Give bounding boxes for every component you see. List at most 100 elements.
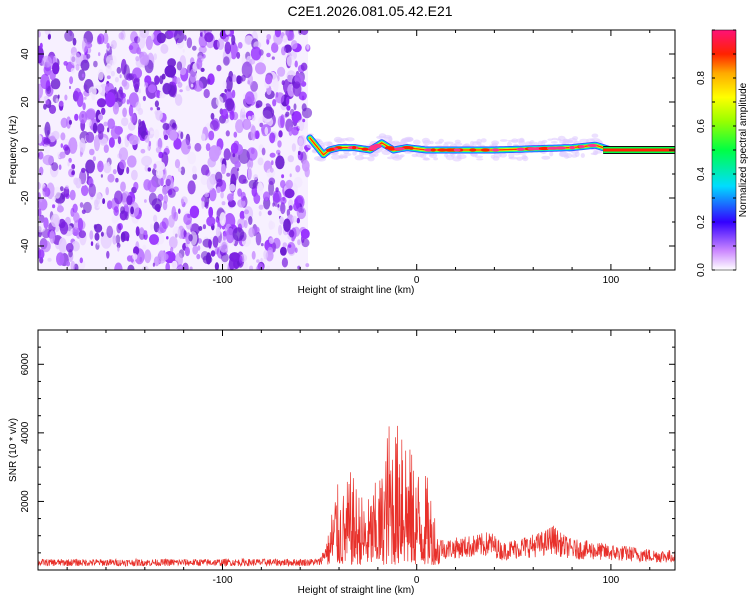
noise-blob xyxy=(248,161,251,168)
noise-blob xyxy=(204,192,210,198)
noise-blob xyxy=(194,142,202,152)
track-halo xyxy=(476,158,484,161)
colorbar: 0.0 0.2 0.4 0.6 0.8 Normalized spectral ampl… xyxy=(696,29,749,277)
noise-blob xyxy=(300,62,308,71)
noise-blob xyxy=(221,93,224,98)
noise-blob xyxy=(51,196,56,202)
noise-blob xyxy=(64,146,71,156)
track-halo xyxy=(550,141,558,144)
noise-blob xyxy=(237,188,243,197)
noise-blob xyxy=(174,94,183,106)
noise-blob xyxy=(288,205,293,211)
noise-blob xyxy=(248,216,253,225)
noise-blob xyxy=(156,32,166,44)
noise-blob xyxy=(45,99,50,105)
noise-blob xyxy=(184,34,187,42)
noise-blob xyxy=(220,191,224,199)
noise-blob xyxy=(187,151,196,165)
noise-blob xyxy=(117,246,120,252)
noise-blob xyxy=(65,185,69,190)
noise-blob xyxy=(49,230,55,244)
noise-blobs xyxy=(38,30,313,270)
noise-blob xyxy=(132,253,138,260)
noise-blob xyxy=(43,137,51,145)
noise-blob xyxy=(103,144,109,154)
noise-blob xyxy=(78,230,87,239)
noise-blob xyxy=(72,37,77,46)
noise-blob xyxy=(139,30,150,39)
noise-blob xyxy=(241,61,253,79)
track-halo xyxy=(345,137,355,142)
noise-blob xyxy=(291,237,295,242)
noise-blob xyxy=(175,77,181,84)
noise-blob xyxy=(244,35,253,46)
track-peak xyxy=(527,147,538,151)
noise-blob xyxy=(190,83,194,88)
noise-blob xyxy=(169,119,176,128)
colorbar-ticks: 0.0 0.2 0.4 0.6 0.8 xyxy=(696,29,736,277)
noise-blob xyxy=(130,113,136,124)
track-halo xyxy=(476,138,482,145)
noise-blob xyxy=(177,167,182,173)
noise-blob xyxy=(268,177,276,185)
noise-blob xyxy=(48,104,57,114)
noise-blob xyxy=(249,265,254,270)
noise-blob xyxy=(222,232,227,242)
noise-blob xyxy=(52,204,56,209)
noise-blob xyxy=(255,62,266,75)
noise-blob xyxy=(198,45,207,54)
noise-blob xyxy=(272,190,282,203)
noise-blob xyxy=(227,199,236,208)
noise-blob xyxy=(106,75,111,80)
noise-blob xyxy=(105,63,112,74)
noise-blob xyxy=(80,59,90,71)
noise-blob xyxy=(163,194,168,204)
noise-blob xyxy=(60,143,63,148)
noise-blob xyxy=(244,209,249,215)
noise-blob xyxy=(77,217,84,232)
noise-blob xyxy=(93,134,101,152)
track-peak xyxy=(578,145,585,149)
noise-blob xyxy=(300,30,309,36)
noise-blob xyxy=(136,47,141,55)
noise-blob xyxy=(66,116,72,129)
noise-blob xyxy=(71,170,76,176)
noise-blob xyxy=(302,118,306,123)
noise-blob xyxy=(262,106,275,119)
noise-blob xyxy=(107,161,110,167)
noise-blob xyxy=(209,120,219,130)
noise-blob xyxy=(85,131,95,143)
noise-blob xyxy=(179,67,187,76)
noise-blob xyxy=(189,266,193,270)
noise-blob xyxy=(59,186,64,192)
x-tick-label: 100 xyxy=(603,575,620,586)
noise-blob xyxy=(48,132,57,143)
colorbar-tick-label: 0.4 xyxy=(696,167,707,181)
noise-blob xyxy=(221,201,226,206)
noise-blob xyxy=(101,107,106,116)
noise-blob xyxy=(284,113,288,118)
noise-blob xyxy=(192,245,199,255)
noise-blob xyxy=(251,250,256,260)
noise-blob xyxy=(108,137,115,148)
noise-blob xyxy=(112,169,117,175)
signal-track xyxy=(306,133,675,162)
noise-blob xyxy=(277,152,281,161)
noise-blob xyxy=(269,167,274,173)
noise-blob xyxy=(151,33,155,41)
noise-blob xyxy=(185,85,191,92)
noise-blob xyxy=(168,236,178,249)
noise-blob xyxy=(156,107,161,111)
noise-blob xyxy=(58,100,64,107)
noise-blob xyxy=(88,86,97,97)
noise-blob xyxy=(229,183,236,192)
noise-blob xyxy=(142,95,146,102)
noise-blob xyxy=(201,197,206,202)
noise-blob xyxy=(160,177,164,187)
track-halo xyxy=(572,136,579,141)
track-halo xyxy=(591,133,599,138)
colorbar-tick-label: 0.0 xyxy=(696,263,707,277)
track-halo xyxy=(368,153,376,157)
noise-blob xyxy=(288,199,294,209)
track-peak xyxy=(361,147,369,151)
